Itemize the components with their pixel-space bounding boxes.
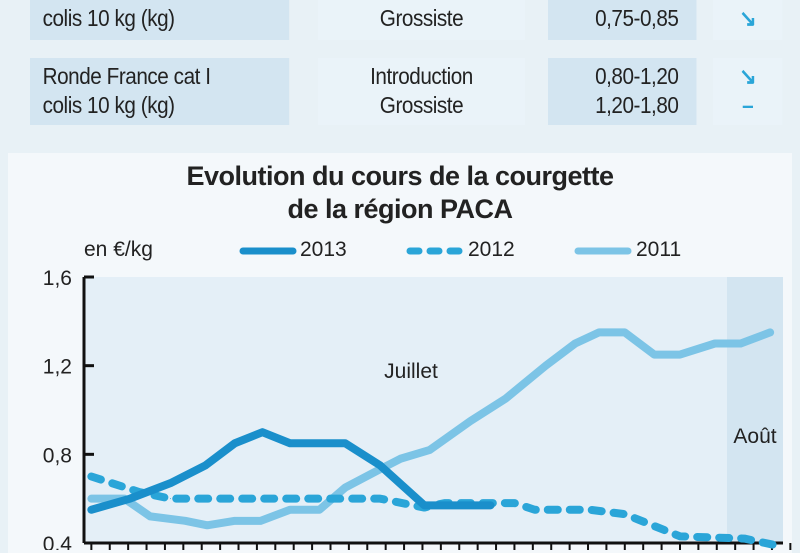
y-tick-label: 1,6 <box>43 267 72 290</box>
stage-text: Grossiste <box>379 5 464 31</box>
trend-cell: ↘ – <box>713 58 783 125</box>
y-axis-unit-label: en €/kg <box>84 238 153 261</box>
y-tick-label: 0,4 <box>43 533 73 550</box>
data-point-2013 <box>234 442 236 444</box>
annotation-juillet: Juillet <box>384 360 438 383</box>
y-tick-label: 0,8 <box>43 444 72 467</box>
data-point-2011 <box>574 343 576 344</box>
data-point-2011 <box>769 331 771 333</box>
data-point-2012 <box>589 509 591 511</box>
data-point-2011 <box>545 365 547 367</box>
data-point-2013 <box>90 509 92 511</box>
price-cell: 0,75-0,85 <box>548 0 697 40</box>
legend-label-2012: 2012 <box>468 238 515 261</box>
data-point-2011 <box>399 458 401 460</box>
data-point-2011 <box>344 487 346 489</box>
data-point-2011 <box>653 354 655 356</box>
data-point-2012 <box>534 509 536 511</box>
price-text: 0,80-1,20 <box>595 63 679 89</box>
product-text: colis 10 kg (kg) <box>42 92 175 118</box>
data-point-2011 <box>260 520 262 522</box>
price-text: 1,20-1,80 <box>595 92 679 118</box>
data-point-2011 <box>624 331 626 333</box>
data-point-2011 <box>469 420 471 422</box>
trend-cell: ↘ <box>713 0 783 40</box>
product-text: Ronde France cat I <box>42 63 211 89</box>
data-point-2013 <box>204 464 206 466</box>
data-point-2011 <box>598 331 600 333</box>
stage-cell: Grossiste <box>318 0 525 40</box>
data-point-2012 <box>169 498 171 500</box>
table-row: colis 10 kg (kg) Grossiste 0,75-0,85 ↘ <box>30 0 790 40</box>
data-point-2013 <box>379 464 381 466</box>
data-point-2012 <box>90 476 92 477</box>
y-tick-label: 1,2 <box>43 356 72 379</box>
data-point-2011 <box>184 520 186 522</box>
data-point-2013 <box>344 442 346 444</box>
annotation-aout: Août <box>733 425 776 448</box>
data-point-2011 <box>714 343 716 344</box>
legend-label-2013: 2013 <box>300 238 347 261</box>
trend-stable-icon: – <box>742 92 754 118</box>
stage-text: Grossiste <box>379 92 464 118</box>
product-cell: colis 10 kg (kg) <box>30 0 290 40</box>
data-point-2011 <box>90 498 92 500</box>
stage-cell: Introduction Grossiste <box>318 58 525 125</box>
data-point-2011 <box>740 343 742 344</box>
data-point-2011 <box>206 524 208 526</box>
product-text: colis 10 kg (kg) <box>42 5 175 31</box>
trend-down-icon: ↘ <box>739 5 757 31</box>
data-point-2011 <box>289 509 291 511</box>
legend-label-2011: 2011 <box>636 238 682 261</box>
chart-title-line1: Evolution du cours de la courgette <box>186 161 614 191</box>
price-cell: 0,80-1,20 1,20-1,80 <box>548 58 697 125</box>
data-point-2012 <box>743 538 745 540</box>
table-row: Ronde France cat I colis 10 kg (kg) Intro… <box>30 58 790 125</box>
data-point-2012 <box>379 498 381 500</box>
data-point-2011 <box>679 354 681 356</box>
stage-text: Introduction <box>370 63 473 89</box>
data-point-2011 <box>374 471 376 473</box>
data-point-2012 <box>624 513 626 515</box>
data-point-2011 <box>234 520 236 522</box>
data-point-2013 <box>261 431 263 433</box>
data-point-2011 <box>318 509 320 511</box>
data-point-2013 <box>490 504 492 506</box>
august-shaded-region <box>727 277 783 543</box>
price-text: 0,75-0,85 <box>595 5 679 31</box>
data-point-2013 <box>423 504 425 506</box>
trend-down-icon: ↘ <box>739 63 757 89</box>
data-point-2012 <box>775 544 777 546</box>
data-point-2013 <box>129 498 131 500</box>
chart-subtitle: de la région PACA <box>287 194 513 224</box>
data-point-2011 <box>429 449 431 451</box>
chart-title: Evolution du cours de la courgette de la… <box>0 160 800 226</box>
data-point-2013 <box>289 442 291 444</box>
series-line-2011 <box>87 328 775 530</box>
data-point-2011 <box>504 398 506 400</box>
data-point-2012 <box>513 502 515 504</box>
product-cell: Ronde France cat I colis 10 kg (kg) <box>30 58 290 125</box>
data-point-2011 <box>149 515 151 517</box>
data-point-2013 <box>169 482 171 484</box>
data-point-2012 <box>679 535 681 537</box>
